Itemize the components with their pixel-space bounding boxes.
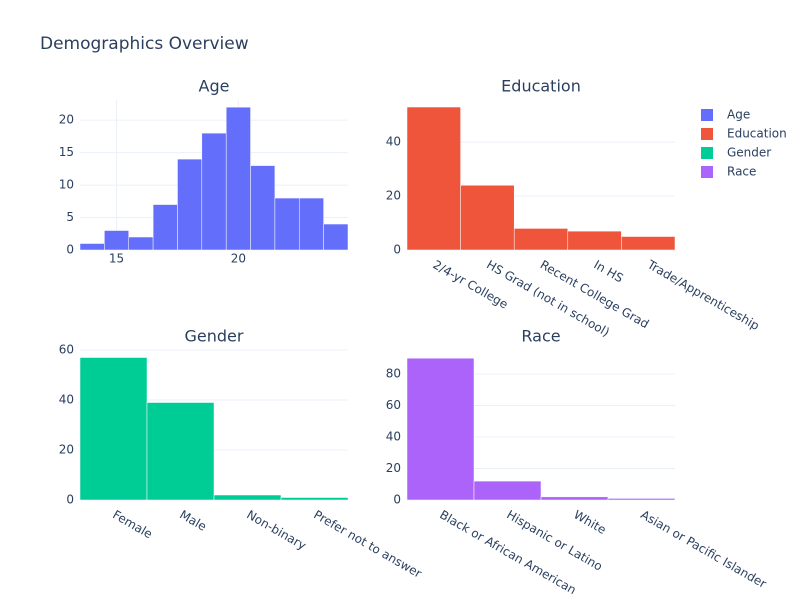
y-tick-label: 60 — [386, 398, 401, 412]
x-tick-label: White — [571, 508, 608, 538]
bar — [621, 236, 676, 251]
y-tick-label: 80 — [386, 366, 401, 380]
subplot-title: Gender — [185, 327, 244, 346]
bar — [274, 197, 300, 251]
bar — [213, 494, 282, 501]
y-tick-label: 40 — [386, 429, 401, 443]
bar — [104, 230, 129, 251]
legend-swatch — [701, 109, 713, 121]
x-tick-label: 20 — [231, 252, 246, 266]
bar — [323, 223, 349, 251]
legend-swatch — [701, 128, 713, 140]
bar — [201, 132, 227, 251]
legend-label: Race — [727, 165, 756, 179]
x-tick-label: 15 — [109, 252, 124, 266]
x-tick-label: Female — [110, 508, 155, 542]
y-tick-label: 40 — [59, 393, 74, 407]
y-tick-label: 15 — [59, 145, 74, 159]
bar — [607, 498, 676, 501]
legend-label: Gender — [727, 146, 771, 160]
y-tick-label: 20 — [386, 461, 401, 475]
y-tick-label: 40 — [386, 135, 401, 149]
legend-label: Age — [727, 108, 750, 122]
subplot-title: Age — [199, 77, 230, 96]
y-tick-label: 0 — [66, 243, 74, 257]
y-tick-label: 20 — [386, 189, 401, 203]
bar — [406, 357, 475, 501]
bar — [152, 204, 178, 251]
legend-swatch — [701, 166, 713, 178]
x-tick-label: Male — [177, 508, 209, 534]
bar — [225, 106, 251, 251]
x-tick-label: Prefer not to answer — [311, 508, 424, 581]
x-tick-label: In HS — [591, 258, 625, 286]
y-tick-label: 5 — [66, 210, 74, 224]
x-tick-label: Non-binary — [244, 508, 308, 553]
y-tick-label: 0 — [393, 493, 401, 507]
bar — [406, 106, 461, 251]
bar — [299, 197, 324, 251]
x-tick-label: Asian or Pacific Islander — [638, 508, 769, 591]
legend-label: Education — [727, 127, 787, 141]
y-tick-label: 20 — [59, 113, 74, 127]
subplot-title: Race — [521, 327, 560, 346]
y-tick-label: 60 — [59, 343, 74, 357]
bar — [177, 158, 203, 251]
subplot-title: Education — [501, 77, 581, 96]
chart-title: Demographics Overview — [40, 34, 249, 54]
bar — [567, 230, 622, 251]
bar — [473, 480, 542, 501]
bar — [540, 496, 609, 501]
bar — [250, 165, 276, 251]
bar — [128, 236, 154, 251]
bar — [146, 402, 215, 501]
x-tick-label: Trade/Apprenticeship — [644, 257, 762, 333]
bar — [513, 228, 569, 251]
bar — [280, 497, 349, 501]
legend-swatch — [701, 147, 713, 159]
y-tick-label: 20 — [59, 443, 74, 457]
y-tick-label: 0 — [66, 493, 74, 507]
bar — [460, 185, 515, 251]
bar — [79, 243, 105, 251]
y-tick-label: 10 — [59, 178, 74, 192]
bar — [79, 357, 148, 501]
y-tick-label: 0 — [393, 243, 401, 257]
